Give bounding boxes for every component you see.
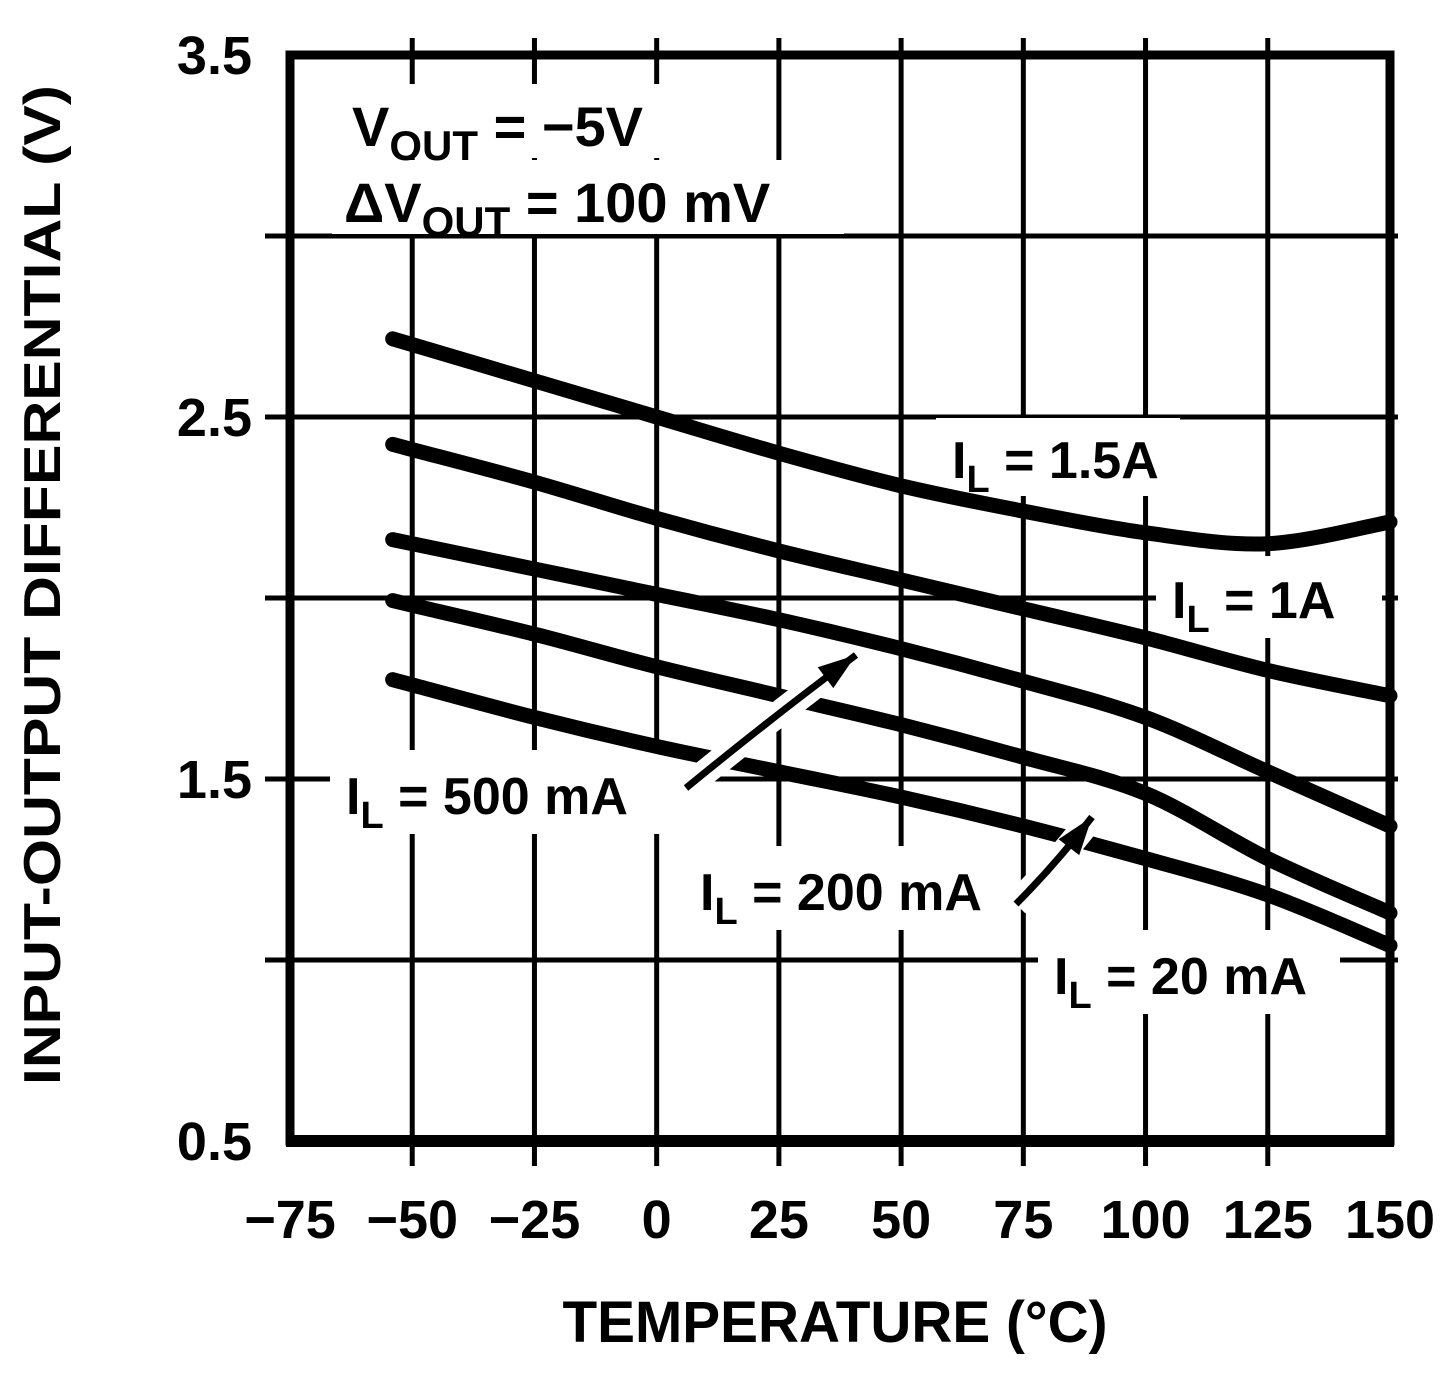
- label-backdrop: [336, 84, 728, 158]
- arrowhead-icon: [817, 655, 856, 689]
- x-tick-label: 125: [1223, 1190, 1313, 1250]
- x-tick-label: −75: [244, 1190, 336, 1250]
- x-tick-label: 150: [1345, 1190, 1435, 1250]
- x-tick-label: 50: [871, 1190, 931, 1250]
- condition-annotation: VOUT = −5V: [352, 95, 643, 169]
- curve-il-500ma: [385, 532, 1398, 834]
- x-tick-label: 75: [993, 1190, 1053, 1250]
- x-tick-label: 100: [1101, 1190, 1191, 1250]
- y-tick-label: 2.5: [177, 388, 252, 448]
- curve-label: IL = 1.5A: [952, 432, 1159, 501]
- curve-label: IL = 1A: [1172, 572, 1335, 641]
- label-backdrop: [1156, 556, 1382, 638]
- x-axis-title: TEMPERATURE (°C): [563, 1290, 1108, 1355]
- curve-label: IL = 500 mA: [346, 768, 628, 837]
- curve-il-200ma: [385, 593, 1398, 921]
- curve-il-1p5a: [385, 331, 1398, 552]
- label-backdrop: [1038, 930, 1340, 1014]
- y-tick-label: 0.5: [177, 1112, 252, 1172]
- x-tick-label: 25: [749, 1190, 809, 1250]
- x-tick-label: −50: [366, 1190, 458, 1250]
- curve-label: IL = 200 mA: [700, 864, 982, 933]
- y-tick-label: 1.5: [177, 750, 252, 810]
- x-tick-label: 0: [642, 1190, 672, 1250]
- label-backdrop: [332, 160, 844, 234]
- label-backdrop: [330, 750, 682, 834]
- curve-label: IL = 20 mA: [1054, 948, 1307, 1017]
- arrowhead-icon: [1058, 817, 1092, 856]
- curve-il-20ma: [385, 672, 1398, 954]
- y-tick-label: 3.5: [177, 26, 252, 86]
- curve-il-1a: [385, 436, 1398, 704]
- label-backdrop: [684, 846, 1018, 930]
- y-axis-title: INPUT-OUTPUT DIFFERENTIAL (V): [14, 85, 72, 1085]
- x-tick-label: −25: [489, 1190, 581, 1250]
- condition-annotation: ΔVOUT = 100 mV: [344, 171, 770, 245]
- label-backdrop: [936, 418, 1180, 496]
